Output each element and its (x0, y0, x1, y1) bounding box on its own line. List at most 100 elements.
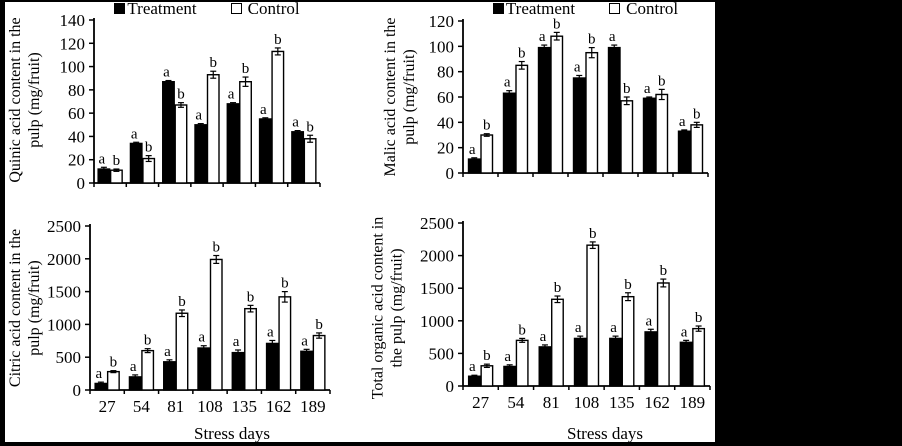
significance-label: a (130, 359, 137, 375)
significance-label: a (540, 329, 547, 345)
significance-label: b (518, 322, 526, 338)
citric-treatment-bar (300, 350, 314, 391)
x-tick-label: 54 (133, 397, 151, 416)
significance-label: b (554, 280, 562, 296)
malic-control-bar (690, 124, 704, 174)
legend-quinic: Treatment Control (94, 0, 320, 18)
significance-label: a (131, 126, 138, 142)
malic-treatment-bar (677, 130, 691, 174)
malic-treatment-bar (642, 97, 656, 174)
y-tick-label: 1500 (47, 283, 81, 302)
significance-label: a (644, 81, 651, 97)
total-control-bar (586, 244, 600, 387)
significance-label: a (260, 102, 267, 118)
significance-label: a (469, 359, 476, 375)
significance-label: a (163, 65, 170, 81)
quinic-control-bar (109, 169, 123, 184)
significance-label: a (198, 330, 205, 346)
significance-label: b (660, 263, 668, 279)
significance-label: b (110, 355, 118, 371)
quinic-control-bar (239, 81, 252, 184)
significance-label: a (292, 115, 299, 131)
y-tick-label: 1000 (420, 312, 454, 331)
significance-label: a (233, 334, 240, 350)
legend-item-control: Control (609, 0, 678, 19)
quinic-control-bar (142, 157, 156, 184)
legend-malic: Treatment Control (463, 0, 708, 18)
xaxis-title-left: Stress days (193, 424, 271, 443)
malic-treatment-bar (607, 46, 621, 174)
citric-control-bar (209, 258, 223, 391)
significance-label: a (575, 320, 582, 336)
significance-label: b (306, 119, 314, 135)
total-control-bar (551, 298, 564, 387)
x-tick-label: 27 (472, 393, 490, 412)
x-tick-label: 162 (644, 393, 670, 412)
y-tick-label: 60 (437, 88, 454, 107)
y-tick-label: 2500 (420, 214, 454, 233)
x-tick-label: 135 (609, 393, 635, 412)
significance-label: b (658, 73, 666, 89)
panel-total: 0500100015002000250027ab54ab81ab108ab135… (420, 214, 711, 412)
legend-item-treatment: Treatment (114, 0, 197, 19)
y-tick-label: 20 (437, 139, 454, 158)
y-tick-label: 20 (68, 151, 85, 170)
significance-label: b (242, 61, 250, 77)
x-tick-label: 81 (543, 393, 560, 412)
citric-treatment-bar (163, 361, 176, 391)
significance-label: b (178, 294, 186, 310)
x-tick-label: 135 (232, 397, 258, 416)
y-tick-label: 2000 (420, 247, 454, 266)
quinic-treatment-bar (258, 118, 272, 184)
legend-treatment-label: Treatment (127, 0, 197, 18)
malic-treatment-bar (537, 46, 551, 174)
x-tick-label: 108 (197, 397, 223, 416)
yaxis-title-quinic: Quinic acid content in the pulp (mg/frui… (7, 17, 43, 183)
citric-control-bar (312, 334, 326, 391)
significance-label: b (483, 118, 491, 134)
legend-control-label: Control (626, 0, 679, 18)
total-treatment-bar (609, 337, 622, 387)
x-tick-label: 189 (680, 393, 706, 412)
total-control-bar (480, 365, 494, 387)
quinic-treatment-bar (291, 131, 305, 184)
significance-label: b (274, 32, 282, 48)
significance-label: a (609, 29, 616, 45)
significance-label: a (681, 324, 688, 340)
significance-label: b (693, 106, 701, 122)
y-tick-label: 80 (437, 63, 454, 82)
y-tick-label: 40 (68, 127, 85, 146)
significance-label: b (483, 348, 491, 364)
significance-label: b (695, 310, 703, 326)
total-treatment-bar (573, 337, 587, 387)
x-tick-label: 81 (167, 397, 184, 416)
x-tick-label: 108 (574, 393, 600, 412)
significance-label: b (247, 289, 255, 305)
significance-label: a (679, 114, 686, 130)
quinic-treatment-bar (129, 142, 143, 184)
malic-treatment-bar (572, 77, 586, 174)
significance-label: a (195, 108, 202, 124)
treatment-swatch-icon (492, 3, 504, 14)
legend-item-control: Control (230, 0, 300, 19)
total-control-bar (692, 327, 706, 387)
treatment-swatch-icon (114, 3, 126, 14)
significance-label: b (589, 226, 597, 242)
y-tick-label: 0 (77, 174, 86, 193)
significance-label: b (281, 276, 289, 292)
yaxis-title-total: Total organic acid content in the pulp (… (369, 216, 406, 400)
y-tick-label: 500 (429, 344, 455, 363)
significance-label: b (624, 277, 632, 293)
significance-label: b (145, 140, 153, 156)
y-tick-label: 120 (60, 34, 86, 53)
y-tick-label: 0 (73, 381, 82, 400)
total-control-bar (656, 282, 670, 387)
total-treatment-bar (679, 341, 693, 387)
x-tick-label: 162 (266, 397, 292, 416)
control-swatch-icon (609, 3, 621, 14)
malic-control-bar (515, 64, 529, 174)
citric-treatment-bar (197, 347, 211, 391)
